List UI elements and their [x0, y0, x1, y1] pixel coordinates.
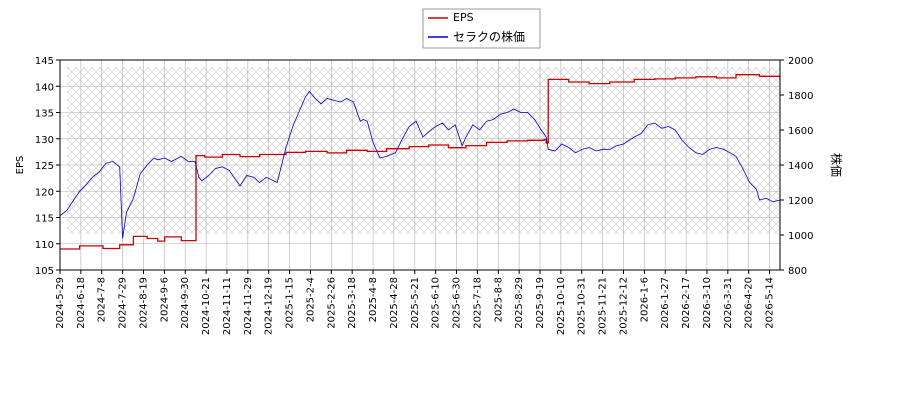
x-tick-label: 2026-1-27	[660, 277, 671, 329]
x-tick-label: 2025-4-8	[368, 277, 379, 322]
legend-label-eps: EPS	[453, 11, 474, 24]
x-tick-label: 2025-10-31	[577, 277, 588, 335]
x-tick-label: 2025-8-29	[514, 277, 525, 329]
right-tick-label: 1800	[788, 91, 813, 102]
x-tick-label: 2024-11-11	[222, 277, 233, 335]
x-tick-label: 2025-6-30	[452, 277, 463, 329]
x-tick-label: 2025-3-18	[347, 277, 358, 329]
x-tick-label: 2025-4-28	[389, 277, 400, 329]
series-layer	[60, 74, 780, 250]
x-tick-label: 2025-12-12	[618, 277, 629, 335]
left-tick-label: 130	[35, 135, 54, 146]
x-tick-label: 2024-9-6	[159, 277, 170, 322]
right-axis: 800 1000 1200 1400 1600 1800 2000	[780, 56, 813, 277]
x-tick-label: 2025-8-8	[493, 277, 504, 322]
left-tick-label: 115	[35, 214, 54, 225]
x-tick-label: 2024-12-19	[264, 277, 275, 335]
forecast-band-hatched	[67, 67, 780, 234]
x-tick-label: 2026-3-10	[702, 277, 713, 329]
x-tick-label: 2024-9-30	[180, 277, 191, 329]
x-tick-label: 2024-7-8	[97, 277, 108, 322]
x-tick-label: 2025-5-21	[410, 277, 421, 329]
x-tick-label: 2025-7-18	[472, 277, 483, 329]
x-tick-label: 2025-9-19	[535, 277, 546, 329]
x-axis: 2024-5-29 2024-6-18 2024-7-8 2024-7-29 2024-…	[55, 270, 776, 335]
right-tick-label: 800	[788, 266, 807, 277]
left-axis-label: EPS	[15, 156, 26, 175]
left-axis: 105 110 115 120 125 130 135 140 145	[35, 56, 60, 277]
x-tick-label: 2024-11-29	[243, 277, 254, 335]
x-tick-label: 2024-5-29	[55, 277, 66, 329]
left-tick-label: 110	[35, 240, 54, 251]
right-tick-label: 2000	[788, 56, 813, 67]
x-tick-label: 2025-11-21	[598, 277, 609, 335]
series-line-stock-price	[60, 90, 780, 239]
left-tick-label: 145	[35, 56, 54, 67]
right-tick-label: 1000	[788, 231, 813, 242]
left-tick-label: 135	[35, 109, 54, 120]
right-axis-label: 株価	[829, 153, 844, 177]
x-tick-label: 2026-5-14	[765, 277, 776, 329]
x-tick-label: 2025-6-10	[431, 277, 442, 329]
x-tick-label: 2025-2-4	[305, 277, 316, 322]
x-tick-label: 2024-6-18	[76, 277, 87, 329]
x-tick-label: 2026-3-31	[723, 277, 734, 329]
x-tick-label: 2024-10-21	[201, 277, 212, 335]
legend-box	[422, 8, 541, 49]
left-tick-label: 120	[35, 187, 54, 198]
series-line-eps	[60, 74, 780, 250]
x-tick-label: 2026-4-20	[744, 277, 755, 329]
legend: EPS セラクの株価	[422, 8, 541, 49]
left-tick-label: 140	[35, 82, 54, 93]
x-tick-label: 2025-1-15	[285, 277, 296, 329]
x-tick-label: 2024-8-19	[138, 277, 149, 329]
legend-label-price: セラクの株価	[453, 29, 525, 44]
right-tick-label: 1600	[788, 126, 813, 137]
x-tick-label: 2024-7-29	[118, 277, 129, 329]
x-tick-label: 2025-2-26	[326, 277, 337, 329]
x-tick-label: 2026-1-6	[639, 277, 650, 322]
right-tick-label: 1200	[788, 196, 813, 207]
left-tick-label: 125	[35, 161, 54, 172]
right-tick-label: 1400	[788, 161, 813, 172]
x-tick-label: 2026-2-17	[681, 277, 692, 329]
x-tick-label: 2025-10-10	[556, 277, 567, 335]
left-tick-label: 105	[35, 266, 54, 277]
